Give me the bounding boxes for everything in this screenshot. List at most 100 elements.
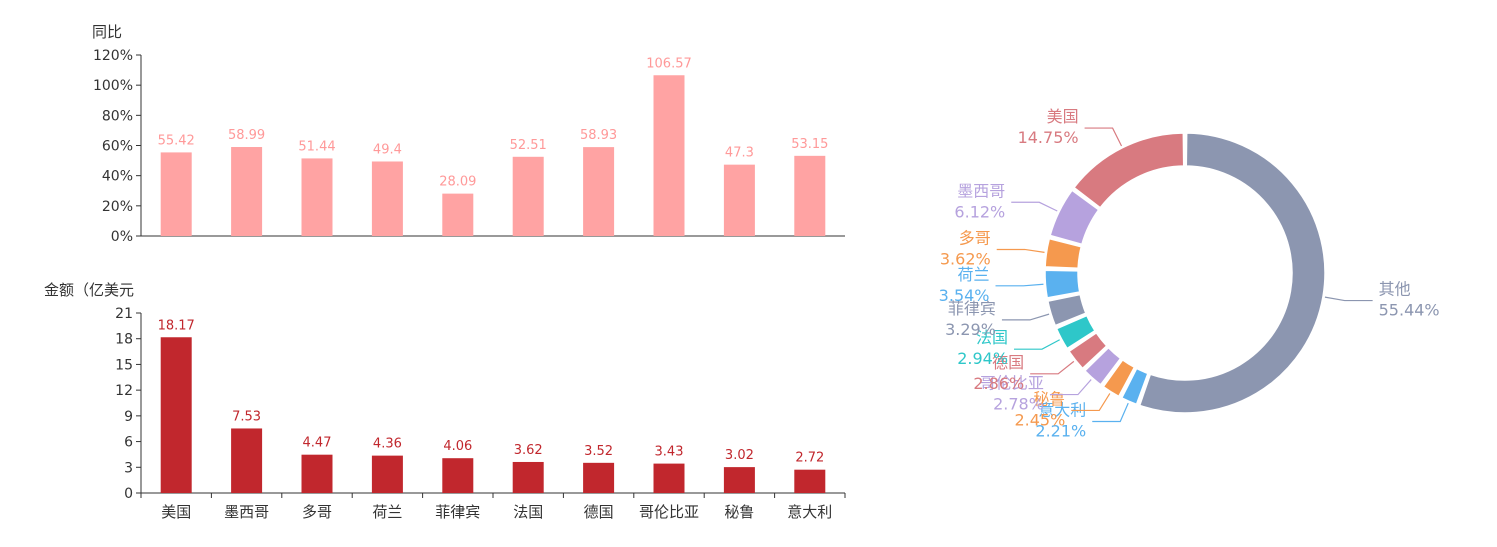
bar-value-label: 3.43 — [655, 445, 684, 460]
slice-name-label: 哥伦比亚 — [980, 374, 1044, 393]
x-tick-label: 秘鲁 — [724, 503, 754, 521]
bar — [231, 428, 263, 493]
x-tick-label: 法国 — [513, 503, 543, 521]
slice-name-label: 意大利 — [1038, 400, 1086, 419]
slice-name-label: 荷兰 — [957, 265, 989, 284]
bar — [512, 461, 544, 493]
slice-name-label: 法国 — [976, 328, 1008, 347]
leader-line — [995, 283, 1044, 287]
slice-percent-label: 3.62% — [940, 249, 991, 268]
leader-line — [1092, 402, 1129, 423]
y-axis-title: 金额（亿美元 — [44, 281, 134, 299]
leader-line — [1084, 127, 1123, 147]
bar-value-label: 4.36 — [373, 437, 402, 452]
bar — [160, 152, 192, 236]
y-tick-label: 100% — [93, 78, 133, 94]
bar — [442, 193, 474, 236]
donut-slice — [1044, 269, 1081, 299]
x-tick-label: 荷兰 — [372, 503, 402, 521]
bar — [512, 156, 544, 236]
donut-slice — [1120, 367, 1149, 406]
bar-value-label: 58.99 — [228, 128, 265, 143]
leader-line — [1014, 339, 1060, 350]
growth-bar-chart: 同比 0% 20% 40% 60% 80% 100% 120% 55.42 58.99 51.44 4… — [92, 23, 845, 245]
x-tick-label: 哥伦比亚 — [639, 503, 699, 521]
y-tick-label: 40% — [102, 169, 133, 185]
bar — [794, 469, 826, 493]
slice-percent-label: 2.21% — [1035, 421, 1086, 440]
y-tick-label: 9 — [124, 409, 133, 425]
slice-name-label: 菲律宾 — [948, 299, 996, 318]
slice-name-label: 美国 — [1047, 107, 1079, 126]
y-tick-label: 3 — [124, 460, 133, 476]
donut-slice — [1067, 331, 1108, 370]
bar-value-label: 49.4 — [373, 142, 402, 157]
bar-value-label: 28.09 — [439, 175, 476, 190]
x-tick-label: 多哥 — [302, 503, 332, 521]
bar-value-label: 7.53 — [232, 409, 261, 424]
bar — [653, 75, 685, 236]
leader-line — [1011, 201, 1058, 212]
y-tick-label: 6 — [124, 435, 133, 451]
share-donut-chart: 其他55.44%意大利2.21%秘鲁2.45%哥伦比亚2.78%德国2.86%法… — [939, 107, 1440, 440]
bar-value-label: 52.51 — [510, 138, 547, 153]
bar — [231, 147, 263, 236]
bar — [160, 337, 192, 493]
bar — [723, 467, 755, 493]
slice-percent-label: 55.44% — [1379, 301, 1440, 320]
x-tick-label: 菲律宾 — [435, 503, 480, 521]
y-tick-label: 18 — [115, 332, 133, 348]
donut-slice — [1046, 293, 1087, 327]
y-tick-label: 12 — [115, 383, 133, 399]
donut-slice — [1044, 237, 1083, 270]
x-tick-label: 意大利 — [787, 503, 832, 521]
bar-value-label: 18.17 — [158, 318, 195, 333]
slice-name-label: 德国 — [992, 353, 1024, 372]
bar — [442, 458, 474, 493]
bar — [794, 155, 826, 236]
bar-value-label: 53.15 — [791, 137, 828, 152]
bar — [583, 462, 615, 493]
y-tick-label: 0% — [111, 229, 133, 245]
bar-value-label: 106.57 — [646, 56, 692, 71]
bar-value-label: 58.93 — [580, 128, 617, 143]
bar-value-label: 4.06 — [443, 439, 472, 454]
slice-name-label: 多哥 — [959, 228, 991, 247]
leader-line — [1049, 379, 1092, 396]
x-tick-label: 德国 — [584, 503, 614, 521]
leader-line — [1324, 296, 1373, 302]
donut-slice — [1138, 132, 1326, 414]
bar-value-label: 3.02 — [725, 448, 754, 463]
slice-percent-label: 3.29% — [945, 320, 996, 339]
bar-value-label: 4.47 — [303, 436, 332, 451]
donut-slice — [1102, 358, 1136, 398]
slice-name-label: 其他 — [1379, 280, 1411, 299]
y-tick-label: 15 — [115, 357, 133, 373]
leader-line — [996, 248, 1045, 253]
bar — [371, 161, 403, 236]
bar-value-label: 51.44 — [298, 139, 335, 154]
y-tick-label: 21 — [115, 306, 133, 322]
bar — [371, 455, 403, 493]
bar-value-label: 3.52 — [584, 444, 613, 459]
slice-percent-label: 6.12% — [954, 202, 1005, 221]
bar-value-label: 47.3 — [725, 146, 754, 161]
y-tick-label: 60% — [102, 139, 133, 155]
donut-slice — [1073, 132, 1185, 209]
donut-slice — [1055, 314, 1096, 350]
leader-line — [1001, 313, 1050, 321]
bar — [301, 158, 333, 236]
bar-value-label: 2.72 — [795, 451, 824, 466]
bar — [583, 147, 615, 236]
slice-percent-label: 2.78% — [993, 395, 1044, 414]
y-tick-label: 80% — [102, 108, 133, 124]
slice-name-label: 墨西哥 — [957, 181, 1005, 200]
bar-value-label: 55.42 — [158, 133, 195, 148]
bar — [653, 463, 685, 493]
slice-percent-label: 2.94% — [957, 349, 1008, 368]
bar — [723, 164, 755, 236]
y-tick-label: 0 — [124, 486, 133, 502]
y-axis-title: 同比 — [92, 23, 122, 41]
slice-percent-label: 2.45% — [1014, 410, 1065, 429]
